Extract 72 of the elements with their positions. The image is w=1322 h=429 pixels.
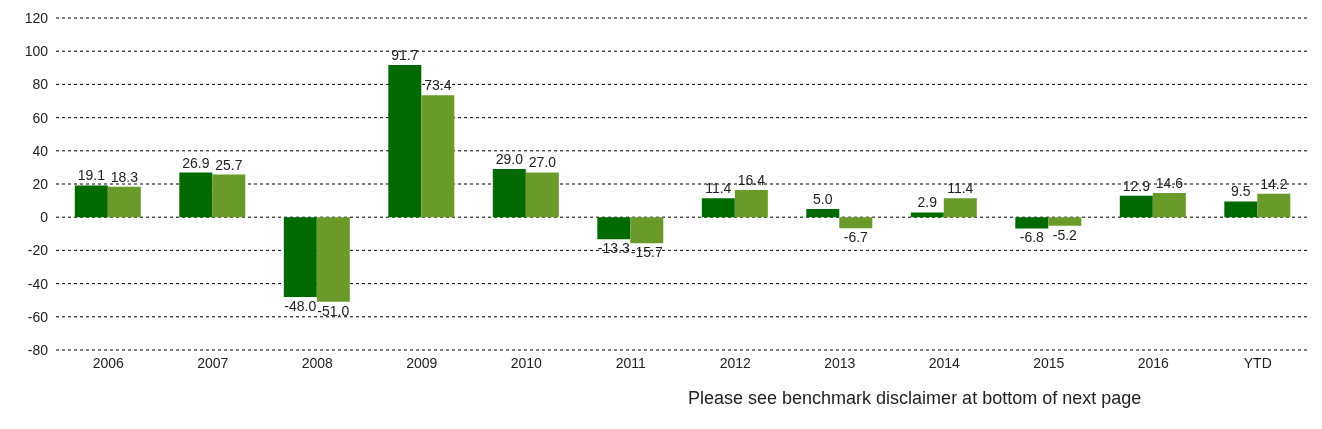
y-tick-label: -80 [27,341,49,358]
y-tick-label: 40 [32,142,49,159]
y-tick-label: 20 [32,175,49,192]
x-tick-label: 2006 [92,354,125,371]
x-tick-label: 2016 [1137,354,1170,371]
data-label: 29.0 [495,151,524,168]
data-label: 11.4 [947,180,974,197]
bar [525,172,559,218]
data-label: 16.4 [737,171,766,188]
data-label: 9.5 [1231,183,1251,200]
bar [316,217,350,302]
y-tick-label: 120 [24,9,49,26]
data-label: 14.6 [1155,174,1184,191]
x-tick-label: 2012 [719,354,752,371]
data-label: 73.4 [424,77,452,94]
x-tick-label: 2015 [1033,354,1065,371]
y-tick-label: -60 [27,308,49,325]
bar [1119,195,1153,218]
bar [630,217,664,244]
bar [107,186,141,218]
bar [179,172,213,218]
data-label: -48.0 [284,297,317,314]
x-tick-label: 2013 [824,354,856,371]
bar [734,189,768,218]
bar [421,95,455,218]
x-tick-label: 2010 [510,354,543,371]
data-label: 5.0 [813,190,833,207]
data-label: -5.2 [1052,226,1078,243]
data-label: 26.9 [182,154,210,171]
bar [1257,193,1291,218]
x-tick-label: YTD [1243,354,1272,371]
data-label: -6.8 [1019,229,1045,246]
data-label: 11.4 [705,180,732,197]
bar [1224,201,1258,218]
bar [1015,217,1049,229]
data-label: 25.7 [215,156,243,173]
data-label: 91.7 [391,46,419,63]
bar [212,174,246,218]
y-tick-label: 100 [24,43,49,60]
bar [1152,192,1186,218]
y-tick-label: -20 [27,242,49,259]
bar [597,217,631,240]
y-tick-label: 60 [32,109,49,126]
data-label: 27.0 [528,154,557,171]
data-label: -15.7 [630,244,663,261]
x-tick-label: 2009 [406,354,438,371]
text: Please see benchmark disclaimer at bottom of next page [688,388,1143,409]
data-label: 2.9 [917,194,938,211]
bar [283,217,317,297]
bar [74,185,108,218]
data-label: 18.3 [110,168,139,185]
data-label: -6.7 [843,229,869,246]
bar [701,198,735,218]
bar [943,198,977,218]
y-tick-label: 0 [40,209,49,226]
bar [492,169,526,218]
bar [910,212,944,218]
data-label: 12.9 [1122,177,1151,194]
x-tick-label: 2014 [928,354,961,371]
data-label: 19.1 [77,167,106,184]
x-tick-label: 2011 [615,354,647,371]
bar [806,208,840,218]
data-label: -51.0 [317,302,350,319]
bar [1048,217,1082,226]
data-label: 14.2 [1260,175,1288,192]
y-tick-label: -40 [27,275,49,292]
bar [839,217,873,229]
y-tick-label: 80 [32,76,49,93]
x-tick-label: 2007 [197,354,229,371]
x-tick-label: 2008 [301,354,334,371]
data-label: -13.3 [597,240,630,257]
bar [388,64,422,218]
